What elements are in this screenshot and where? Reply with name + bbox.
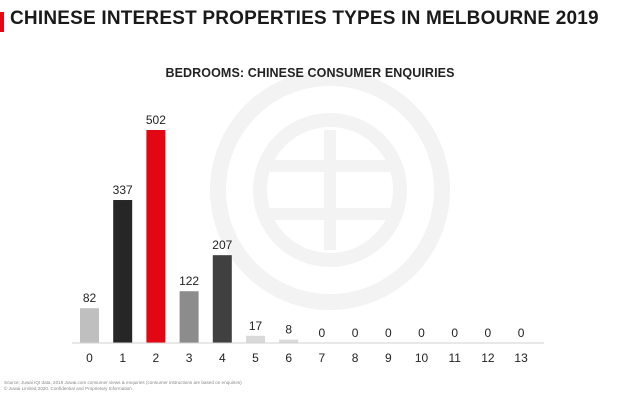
value-label-6: 8 <box>285 323 292 337</box>
value-label-11: 0 <box>451 326 458 340</box>
value-label-10: 0 <box>418 326 425 340</box>
juwai-logo-watermark-icon <box>210 70 450 310</box>
tick-label-2: 2 <box>153 351 160 365</box>
footer: Source: Juwai IQI data, 2019 Juwai.com c… <box>4 380 242 392</box>
copyright-note: © Juwai Limited 2020. Confidential and P… <box>4 386 132 391</box>
source-note: Source: Juwai IQI data, 2019 Juwai.com c… <box>4 380 242 385</box>
bar-5 <box>246 335 265 343</box>
bar-6 <box>279 339 299 343</box>
tick-label-4: 4 <box>219 351 226 365</box>
value-label-2: 502 <box>146 113 166 127</box>
tick-label-9: 9 <box>385 351 392 365</box>
tick-label-6: 6 <box>285 351 292 365</box>
value-label-5: 17 <box>249 319 263 333</box>
value-label-7: 0 <box>319 326 326 340</box>
bar-4 <box>212 255 232 343</box>
tick-labels-layer: 0 1 2 3 4 5 6 7 8 9 10 11 12 13 <box>86 351 528 365</box>
value-label-3: 122 <box>179 274 199 288</box>
value-label-13: 0 <box>518 326 525 340</box>
page-title: CHINESE INTEREST PROPERTIES TYPES IN MEL… <box>10 8 599 29</box>
value-label-0: 82 <box>83 291 97 305</box>
value-label-12: 0 <box>485 326 492 340</box>
tick-label-3: 3 <box>186 351 193 365</box>
title-accent-bar <box>0 12 4 32</box>
value-label-4: 207 <box>212 238 232 252</box>
tick-label-10: 10 <box>415 351 429 365</box>
value-label-9: 0 <box>385 326 392 340</box>
bars-layer <box>80 130 299 343</box>
tick-label-13: 13 <box>514 351 528 365</box>
tick-label-5: 5 <box>252 351 259 365</box>
tick-label-8: 8 <box>352 351 359 365</box>
bar-0 <box>80 308 99 343</box>
value-label-8: 0 <box>352 326 359 340</box>
value-label-1: 337 <box>113 183 133 197</box>
tick-label-11: 11 <box>448 351 461 365</box>
bar-2 <box>146 130 166 343</box>
bar-3 <box>179 291 199 343</box>
bar-1 <box>113 200 133 343</box>
chart-title: BEDROOMS: CHINESE CONSUMER ENQUIRIES <box>165 66 455 80</box>
tick-label-12: 12 <box>481 351 495 365</box>
value-labels-layer: 82 337 502 122 207 17 8 0 0 0 0 0 0 0 <box>83 113 525 340</box>
tick-label-0: 0 <box>86 351 93 365</box>
tick-label-1: 1 <box>119 351 126 365</box>
tick-label-7: 7 <box>319 351 326 365</box>
